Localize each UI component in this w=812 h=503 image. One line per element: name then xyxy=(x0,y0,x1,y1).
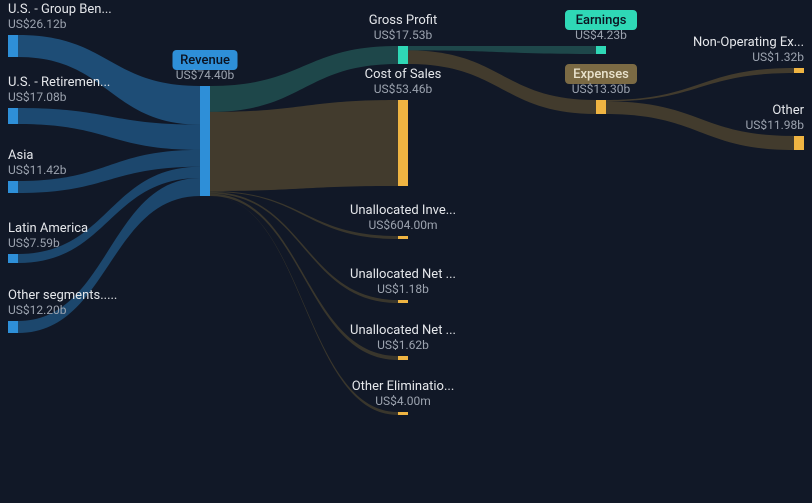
sankey-node-revenue[interactable] xyxy=(200,86,210,196)
node-value-nonop: US$1.32b xyxy=(752,50,804,64)
node-value-us_retire: US$17.08b xyxy=(8,90,67,104)
node-value-other: US$11.98b xyxy=(745,118,804,132)
node-value-cost: US$53.46b xyxy=(374,82,433,96)
node-label-nonop: Non-Operating Ex... xyxy=(693,35,804,50)
node-label-revenue: Revenue xyxy=(180,53,230,68)
sankey-node-us_group[interactable] xyxy=(8,35,18,57)
sankey-node-latam[interactable] xyxy=(8,254,18,263)
node-value-latam: US$7.59b xyxy=(8,236,60,250)
node-label-latam: Latin America xyxy=(8,221,88,236)
node-label-us_group: U.S. - Group Ben... xyxy=(8,2,112,17)
node-value-u_net1: US$1.18b xyxy=(377,282,429,296)
node-label-other_seg: Other segments..... xyxy=(8,288,117,303)
sankey-node-expenses[interactable] xyxy=(596,100,606,114)
sankey-node-u_inv[interactable] xyxy=(398,236,408,239)
sankey-node-cost[interactable] xyxy=(398,100,408,186)
node-label-us_retire: U.S. - Retiremen... xyxy=(8,75,110,90)
sankey-node-us_retire[interactable] xyxy=(8,108,18,124)
sankey-node-other[interactable] xyxy=(794,136,804,150)
sankey-node-u_net1[interactable] xyxy=(398,300,408,303)
sankey-node-earnings[interactable] xyxy=(596,46,606,54)
sankey-node-other_seg[interactable] xyxy=(8,321,18,333)
node-label-o_elim: Other Eliminatio... xyxy=(352,379,455,394)
sankey-node-o_elim[interactable] xyxy=(398,412,408,415)
sankey-node-gross[interactable] xyxy=(398,46,408,64)
node-value-revenue: US$74.40b xyxy=(176,68,235,82)
node-label-u_net2: Unallocated Net ... xyxy=(350,323,456,338)
node-label-u_net1: Unallocated Net ... xyxy=(350,267,456,282)
node-value-o_elim: US$4.00m xyxy=(375,394,431,408)
node-value-gross: US$17.53b xyxy=(374,28,433,42)
node-value-us_group: US$26.12b xyxy=(8,17,67,31)
node-value-expenses: US$13.30b xyxy=(572,82,631,96)
node-label-earnings: Earnings xyxy=(576,13,627,28)
node-value-u_inv: US$604.00m xyxy=(368,218,437,232)
sankey-node-asia[interactable] xyxy=(8,181,18,193)
sankey-link xyxy=(210,100,398,191)
node-label-other: Other xyxy=(772,103,804,118)
node-value-other_seg: US$12.20b xyxy=(8,303,67,317)
node-value-u_net2: US$1.62b xyxy=(377,338,429,352)
sankey-node-u_net2[interactable] xyxy=(398,356,408,360)
node-value-asia: US$11.42b xyxy=(8,163,67,177)
node-value-earnings: US$4.23b xyxy=(575,28,627,42)
sankey-node-nonop[interactable] xyxy=(794,68,804,73)
node-label-asia: Asia xyxy=(8,148,33,163)
sankey-chart: U.S. - Group Ben...US$26.12b U.S. - Retir… xyxy=(0,0,812,503)
node-label-cost: Cost of Sales xyxy=(365,67,442,82)
node-label-u_inv: Unallocated Inve... xyxy=(350,203,456,218)
node-label-gross: Gross Profit xyxy=(369,13,438,28)
node-label-expenses: Expenses xyxy=(573,67,629,82)
